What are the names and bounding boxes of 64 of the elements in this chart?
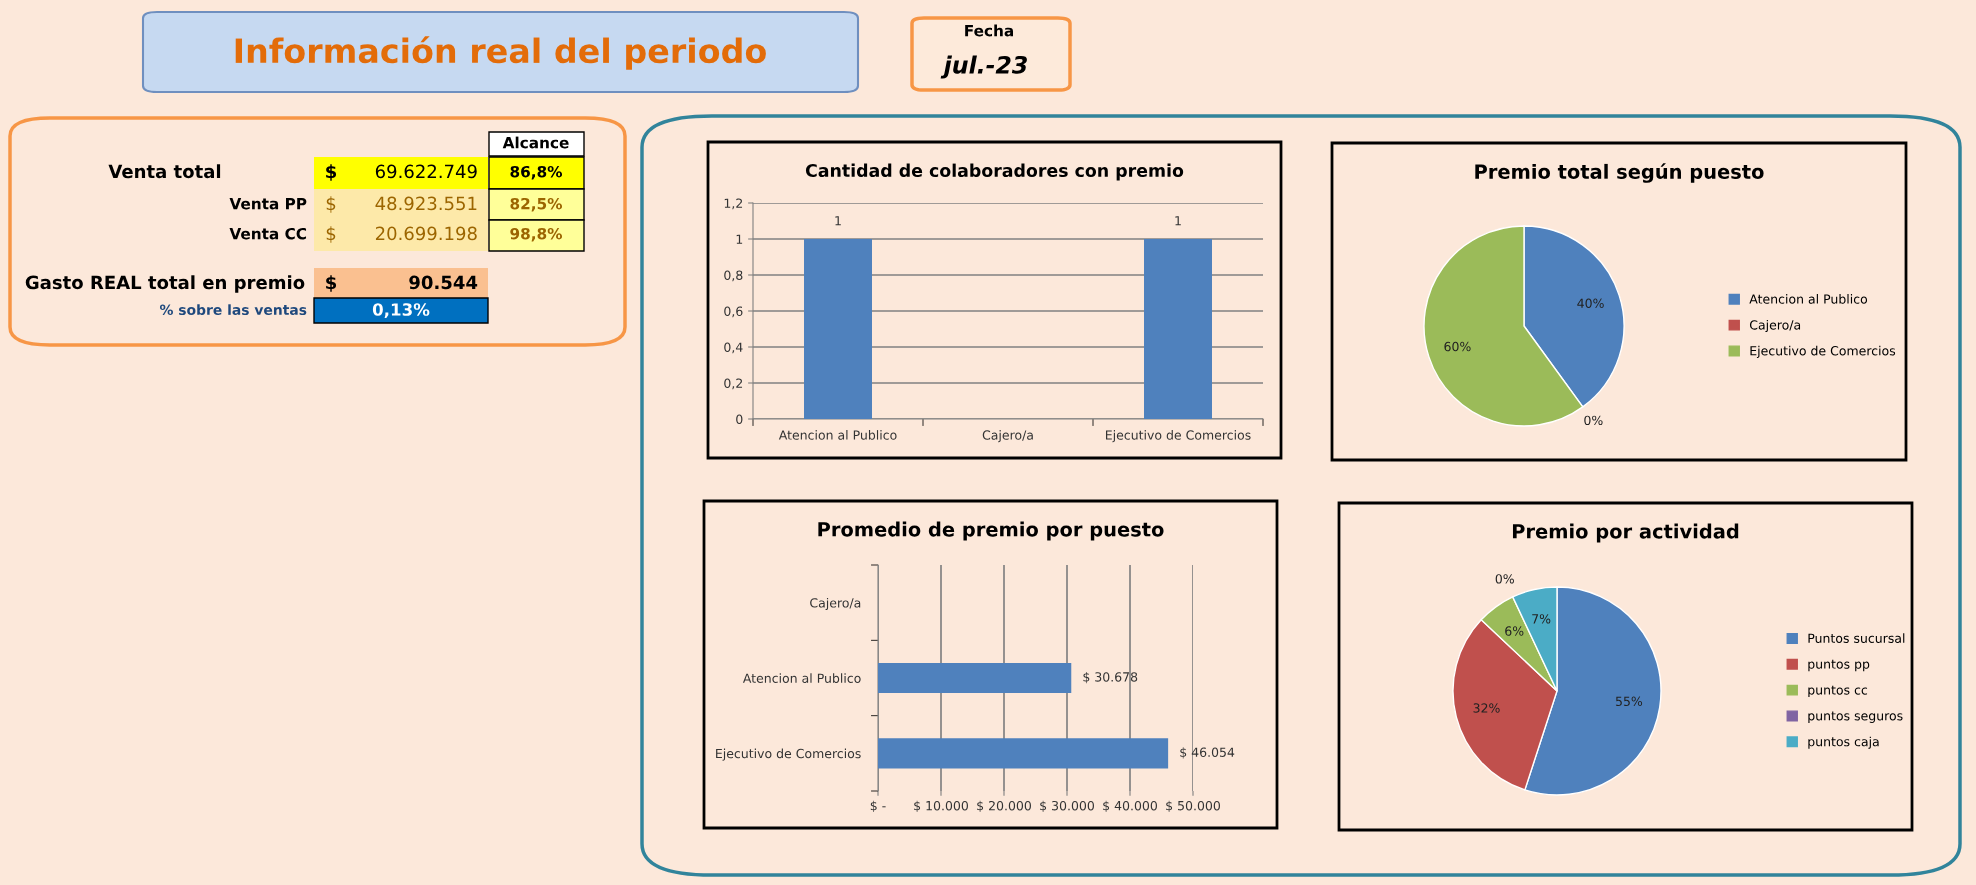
text: Fecha	[965, 24, 1014, 37]
y-tick-label: Atencion al Publico	[742, 673, 861, 683]
data-label: $ 46.054	[1180, 747, 1235, 759]
y-tick-label: Ejecutivo de Comercios	[716, 748, 861, 761]
text: 0%	[1495, 574, 1514, 584]
text: Gasto REAL total en premio	[25, 275, 305, 293]
text: 86,8%	[510, 165, 563, 180]
legend-label: puntos seguros	[1808, 711, 1903, 723]
text: Información real del periodo	[235, 36, 766, 70]
y-tick-label: 0,6	[724, 306, 743, 318]
text: $	[326, 275, 337, 292]
chart-title: Premio por actividad	[1512, 523, 1739, 543]
text: 98,8%	[510, 227, 563, 242]
data-label: 7%	[1532, 614, 1551, 624]
x-tick-label: $ 20.000	[977, 800, 1031, 813]
data-label: 1	[1175, 216, 1181, 226]
x-tick-label: $ 50.000	[1166, 800, 1220, 813]
text: % sobre las ventas	[159, 304, 307, 316]
text: Venta CC	[229, 227, 307, 240]
y-tick-label: 0,8	[724, 270, 743, 282]
data-label: 55%	[1615, 696, 1643, 707]
text: $	[326, 226, 336, 243]
x-tick-label: Cajero/a	[982, 430, 1033, 443]
data-label: 6%	[1505, 626, 1524, 636]
text: 20.699.198	[375, 226, 477, 241]
legend-label: Atencion al Publico	[1749, 294, 1868, 304]
legend-label: Puntos sucursal	[1808, 633, 1905, 643]
chart-title: Cantidad de colaboradores con premio	[805, 163, 1184, 181]
y-tick-label: 0,4	[724, 342, 743, 354]
text: 0,13%	[372, 303, 430, 318]
legend-label: Cajero/a	[1749, 319, 1801, 333]
legend-label: puntos pp	[1808, 659, 1870, 672]
x-tick-label: $ 30.000	[1040, 800, 1094, 813]
data-label: 60%	[1444, 341, 1471, 352]
text: jul.-23	[940, 55, 1027, 79]
legend-label: puntos cc	[1808, 685, 1868, 698]
y-tick-label: 1,2	[724, 198, 743, 210]
text: $	[326, 164, 337, 181]
text: Venta PP	[229, 198, 307, 210]
text: 90.544	[409, 275, 478, 290]
data-label: 40%	[1577, 298, 1604, 308]
x-tick-label: $ -	[870, 800, 886, 813]
text: $	[326, 196, 336, 213]
text: 82,5%	[510, 197, 563, 212]
y-tick-label: 0,2	[724, 378, 743, 390]
x-tick-label: $ 10.000	[914, 800, 968, 813]
data-label: 1	[835, 216, 841, 226]
legend-label: puntos caja	[1808, 736, 1879, 749]
chart-title: Premio total según puesto	[1475, 163, 1764, 183]
y-tick-label: 0	[736, 414, 743, 424]
y-tick-label: 1	[736, 234, 743, 244]
data-label: $ 30.678	[1083, 671, 1138, 684]
chart-title: Promedio de premio por puesto	[818, 521, 1164, 541]
text: Alcance	[502, 136, 569, 149]
text: Venta total	[108, 164, 221, 179]
text: 69.622.749	[375, 164, 477, 179]
data-label: 32%	[1473, 703, 1500, 713]
y-tick-label: Cajero/a	[810, 597, 861, 611]
x-tick-label: Atencion al Publico	[778, 430, 897, 440]
text: 0%	[1584, 415, 1603, 426]
x-tick-label: Ejecutivo de Comercios	[1106, 430, 1251, 443]
legend-label: Ejecutivo de Comercios	[1750, 345, 1896, 358]
x-tick-label: $ 40.000	[1103, 800, 1157, 813]
text: 48.923.551	[375, 196, 477, 211]
